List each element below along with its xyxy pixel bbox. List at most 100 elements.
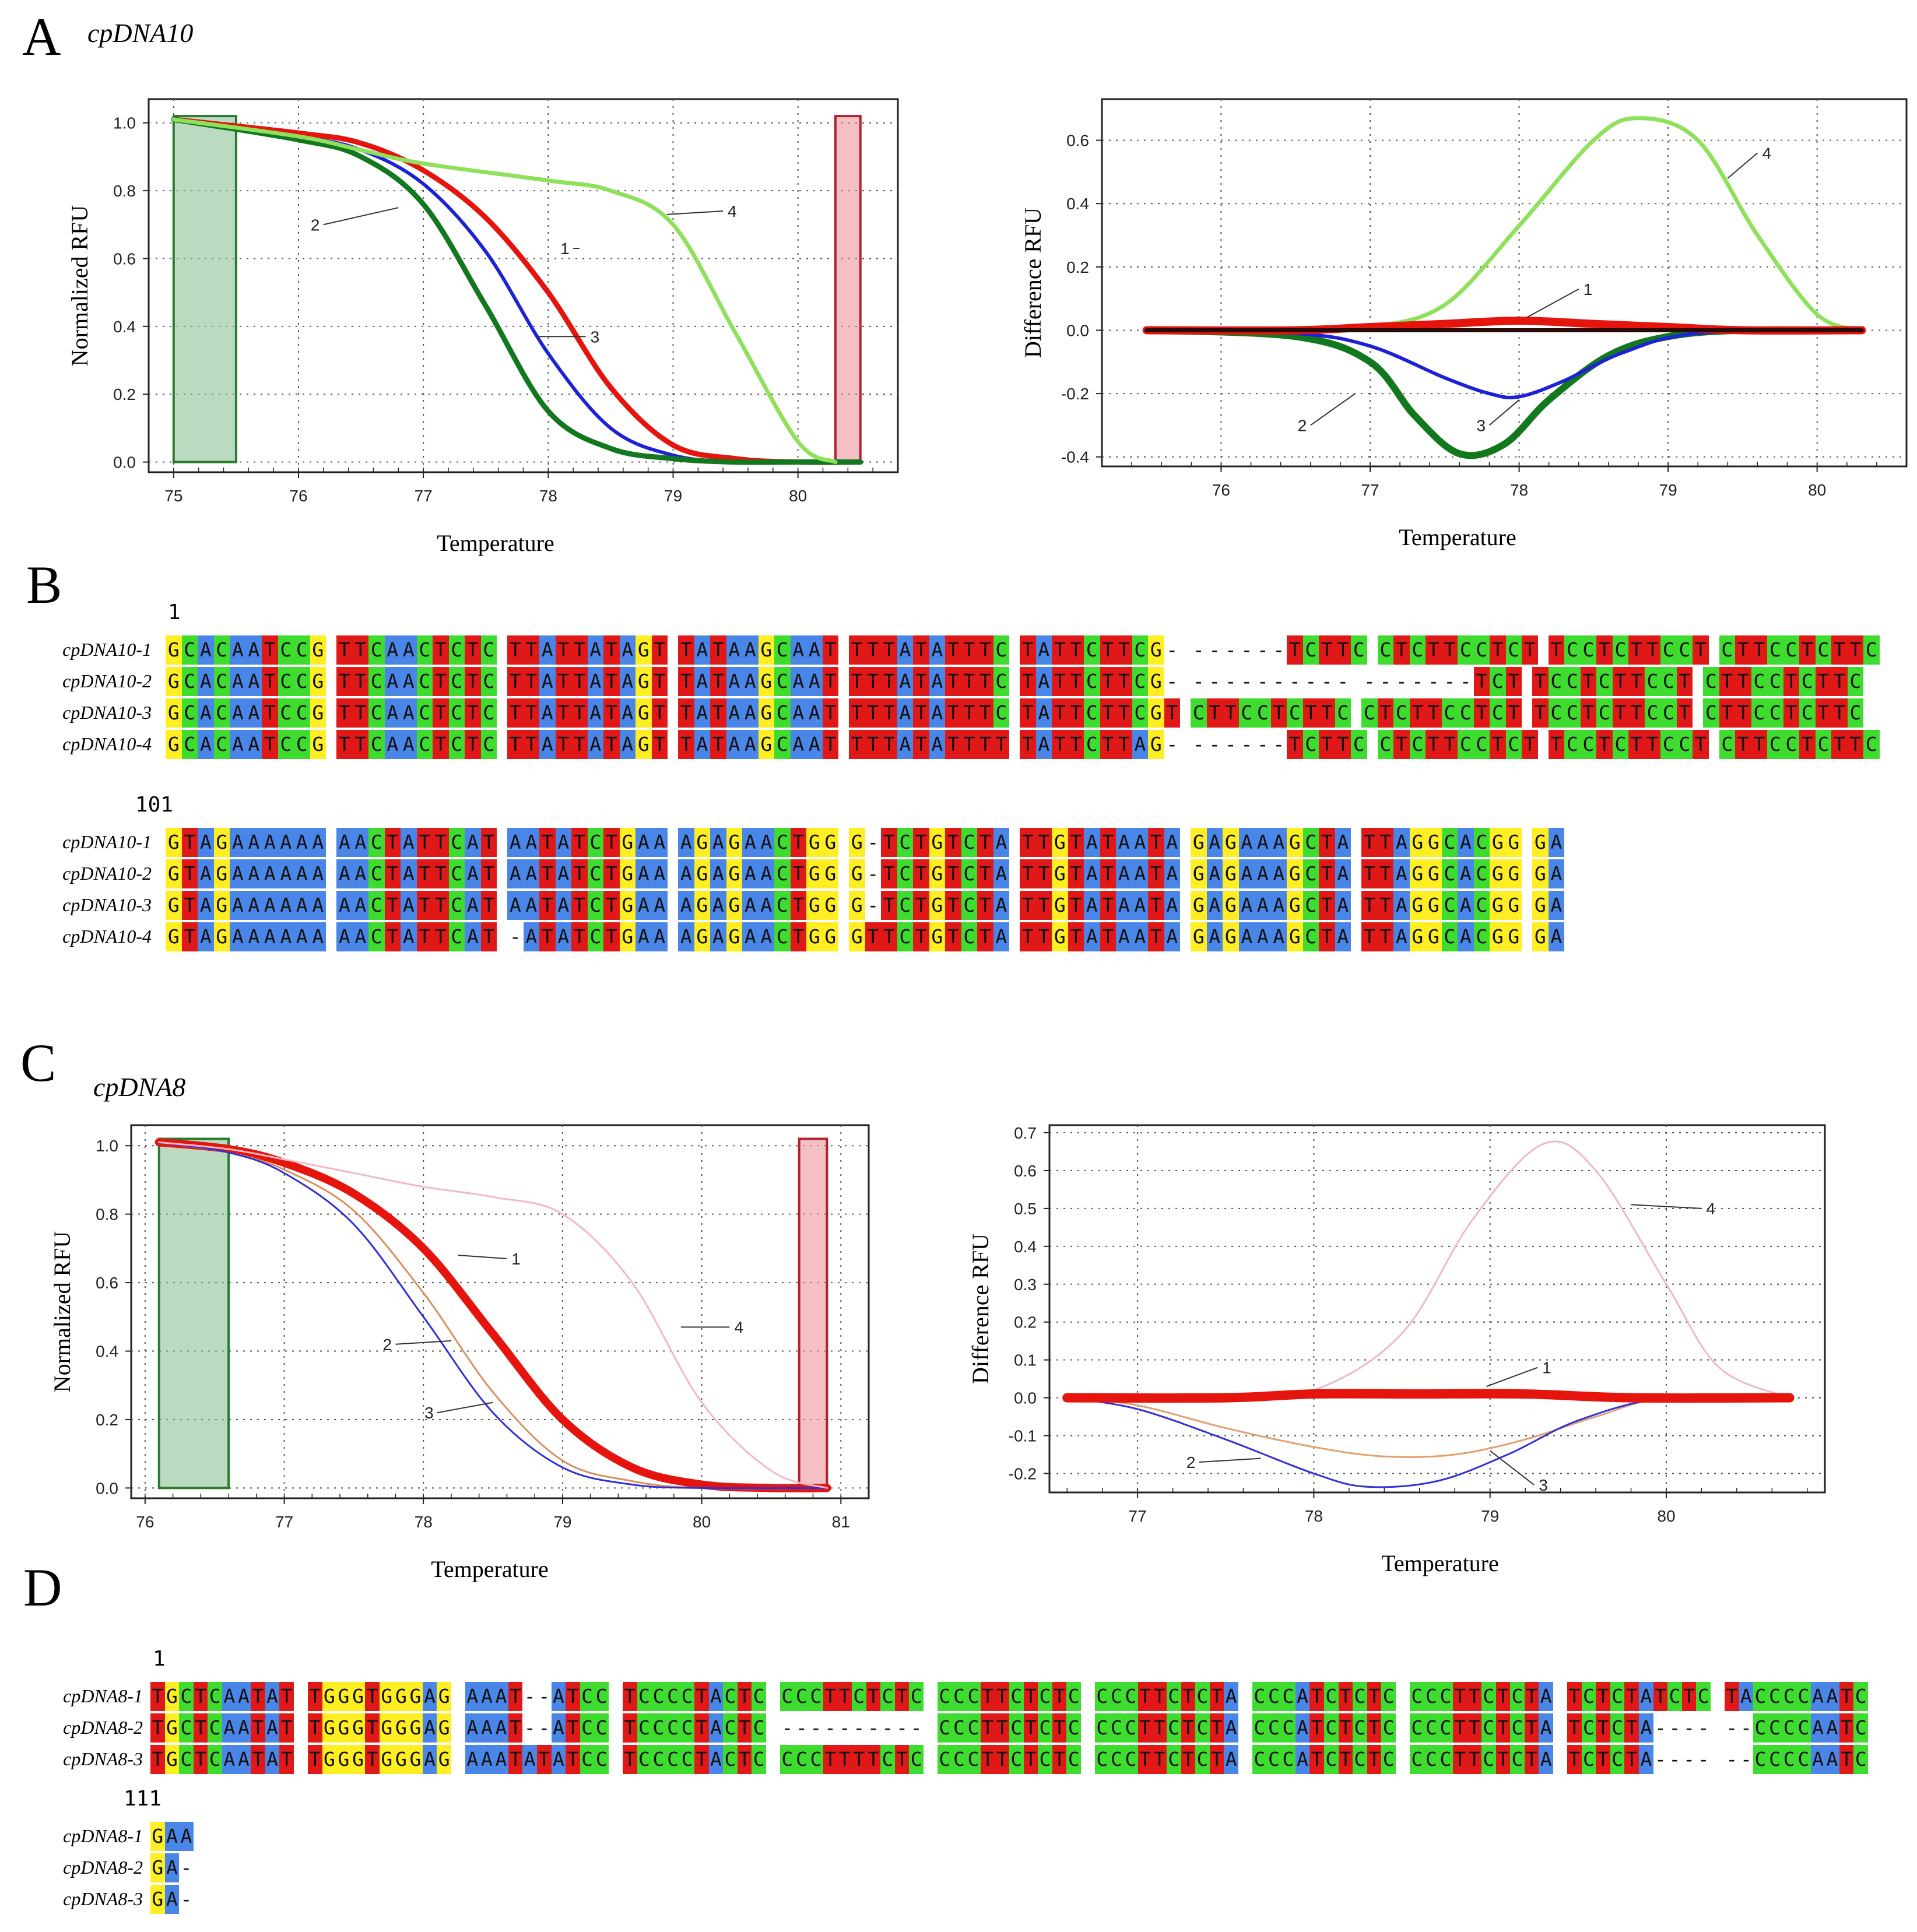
base-cell: T: [1839, 1745, 1854, 1774]
base-cell: A: [245, 667, 262, 696]
base-cell: A: [1810, 1682, 1825, 1711]
base-cell: T: [566, 1745, 580, 1774]
base-cell: G: [164, 1745, 180, 1774]
base-cell: T: [849, 730, 865, 759]
base-cell: T: [336, 730, 353, 759]
base-cell: T: [1676, 667, 1693, 696]
base-cell: G: [1052, 891, 1068, 920]
base-cell: C: [1281, 1682, 1295, 1711]
base-cell: T: [1725, 1682, 1739, 1711]
base-cell: A: [401, 698, 417, 728]
base-cell: A: [507, 859, 524, 888]
base-cell: T: [1287, 730, 1303, 759]
base-cell: A: [422, 1682, 437, 1711]
base-cell: G: [694, 828, 710, 857]
base-cell: A: [198, 698, 214, 728]
base-cell: T: [1596, 730, 1613, 759]
base-cell: C: [1667, 1682, 1682, 1711]
base-cell: C: [1581, 1682, 1596, 1711]
base-cell: T: [1309, 1682, 1324, 1711]
base-cell: T: [710, 698, 726, 728]
base-cell: A: [551, 1682, 566, 1711]
base-cell: C: [961, 859, 977, 888]
base-cell: A: [230, 635, 246, 665]
base-cell: G: [849, 859, 865, 888]
base-cell: T: [193, 1713, 208, 1743]
base-cell: G: [806, 828, 823, 857]
base-cell: T: [1338, 1713, 1353, 1743]
base-cell: T: [537, 1745, 552, 1774]
base-cell: A: [401, 891, 417, 920]
sequence-name: cpDNA10-2: [62, 670, 152, 691]
base-cell: G: [619, 891, 636, 920]
base-cell: T: [651, 667, 668, 696]
base-cell: T: [1490, 635, 1506, 665]
base-cell: T: [1052, 730, 1068, 759]
x-tick-label: 80: [1657, 1507, 1675, 1525]
base-cell: T: [1644, 635, 1660, 665]
base-cell: C: [723, 1713, 738, 1743]
gap-cell: -: [1223, 667, 1239, 696]
base-cell: C: [1335, 698, 1351, 728]
base-cell: G: [310, 667, 326, 696]
base-cell: G: [636, 698, 652, 728]
base-cell: C: [1109, 1713, 1124, 1743]
gap-cell: -: [1393, 667, 1410, 696]
base-cell: C: [1660, 698, 1677, 728]
base-cell: A: [336, 859, 353, 888]
base-cell: A: [262, 828, 278, 857]
base-cell: A: [294, 828, 310, 857]
base-cell: T: [737, 1713, 752, 1743]
base-cell: C: [780, 1682, 795, 1711]
base-cell: A: [245, 635, 262, 665]
base-cell: T: [262, 730, 278, 759]
base-cell: C: [1038, 1745, 1052, 1774]
base-cell: C: [1481, 1713, 1496, 1743]
base-cell: A: [1548, 891, 1564, 920]
gap-cell: -: [1409, 667, 1426, 696]
base-cell: C: [1799, 698, 1816, 728]
base-cell: T: [352, 698, 368, 728]
gap-cell: -: [1377, 667, 1393, 696]
base-cell: A: [651, 922, 668, 951]
base-cell: A: [401, 859, 417, 888]
base-cell: C: [587, 859, 603, 888]
base-cell: A: [222, 1682, 237, 1711]
base-cell: C: [1863, 730, 1880, 759]
base-cell: C: [1302, 922, 1319, 951]
base-cell: T: [710, 635, 726, 665]
base-cell: A: [708, 1745, 724, 1774]
base-cell: A: [1255, 859, 1271, 888]
base-cell: C: [181, 698, 198, 728]
x-tick-label: 79: [664, 487, 682, 505]
base-cell: T: [433, 859, 449, 888]
base-cell: A: [1238, 891, 1255, 920]
base-cell: A: [1825, 1682, 1839, 1711]
annotation-label-2: 2: [382, 1336, 392, 1354]
base-cell: C: [1753, 1682, 1768, 1711]
base-cell: A: [555, 891, 571, 920]
y-tick-label: 0.4: [1066, 195, 1089, 213]
base-cell: T: [945, 698, 961, 728]
base-cell: T: [865, 922, 881, 951]
base-cell: T: [1020, 828, 1036, 857]
base-cell: C: [637, 1745, 652, 1774]
base-cell: A: [494, 1713, 508, 1743]
base-cell: A: [742, 635, 759, 665]
base-cell: A: [1132, 828, 1148, 857]
base-cell: A: [1295, 1682, 1310, 1711]
base-cell: A: [198, 891, 214, 920]
base-cell: T: [1628, 635, 1645, 665]
base-cell: T: [1137, 1682, 1153, 1711]
annotation-leader-3: [1488, 399, 1520, 426]
base-cell: A: [230, 922, 246, 951]
base-cell: C: [1167, 1713, 1181, 1743]
annotation-leader-1: [1486, 1367, 1538, 1387]
base-cell: C: [680, 1713, 694, 1743]
base-cell: T: [416, 891, 433, 920]
base-cell: A: [1164, 922, 1180, 951]
base-cell: C: [774, 828, 791, 857]
base-cell: C: [1767, 1745, 1782, 1774]
base-cell: A: [1539, 1713, 1553, 1743]
base-cell: T: [1522, 730, 1538, 759]
